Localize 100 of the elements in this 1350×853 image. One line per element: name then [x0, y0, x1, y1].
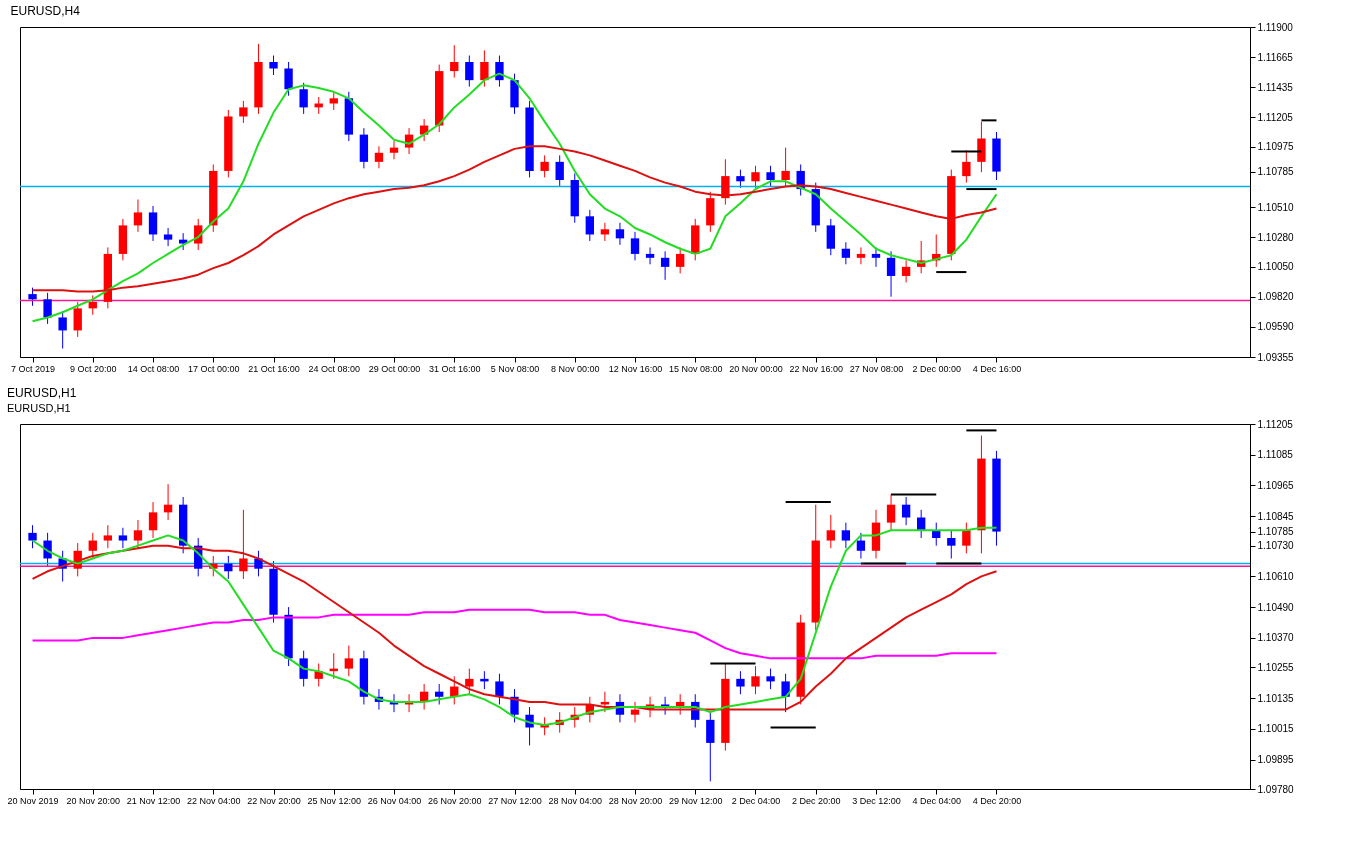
y-tick-label: 1.10370 [1257, 632, 1295, 644]
y-tick-label: 1.09355 [1257, 351, 1295, 363]
candlestick [73, 301, 82, 338]
candlestick [766, 668, 775, 690]
x-tick-label: 20 Nov 20:00 [66, 795, 121, 806]
x-tick-label: 3 Dec 12:00 [852, 795, 901, 806]
x-tick-label: 26 Nov 20:00 [427, 795, 482, 806]
candlestick [163, 227, 173, 247]
candlestick [886, 493, 896, 531]
candlestick [540, 154, 549, 178]
candlestick [917, 509, 926, 539]
candlestick [977, 121, 986, 173]
candlestick [224, 555, 233, 580]
x-tick-label: 26 Nov 04:00 [367, 795, 422, 806]
y-tick-label: 1.10965 [1257, 479, 1295, 491]
x-tick-label: 4 Dec 20:00 [972, 795, 1022, 806]
x-tick-label: 7 Oct 2019 [11, 363, 56, 374]
candlestick [43, 292, 52, 325]
y-tick-label: 1.10135 [1257, 692, 1295, 704]
x-tick-label: 14 Oct 08:00 [127, 363, 180, 374]
candlestick [555, 154, 564, 187]
y-tick-label: 1.10255 [1257, 661, 1295, 673]
x-tick-label: 25 Nov 12:00 [307, 795, 362, 806]
x-tick-label: 22 Nov 04:00 [187, 795, 241, 806]
candlestick [886, 250, 896, 298]
candlestick [751, 165, 760, 189]
candlestick [736, 169, 745, 189]
x-tick-label: 21 Nov 12:00 [126, 795, 181, 806]
candlestick [706, 711, 715, 782]
y-tick-label: 1.11205 [1257, 418, 1294, 430]
candlestick [721, 158, 730, 206]
candlestick [856, 246, 866, 265]
y-tick-label: 1.10785 [1257, 526, 1295, 538]
candlestick [284, 61, 293, 97]
candlestick [28, 287, 37, 307]
y-tick-label: 1.11205 [1257, 111, 1294, 123]
candlestick [299, 82, 308, 115]
candlestick [841, 522, 851, 549]
candlestick [465, 55, 474, 88]
candlestick [630, 701, 640, 723]
candlestick [736, 670, 745, 695]
candlestick [826, 218, 835, 256]
x-tick-label: 5 Nov 08:00 [490, 363, 540, 374]
candlestick [766, 165, 775, 187]
x-tick-label: 2 Dec 04:00 [731, 795, 781, 806]
candlestick [871, 246, 881, 268]
candlestick [841, 241, 851, 265]
y-tick-label: 1.10015 [1257, 723, 1295, 735]
chart-subtitle: EURUSD,H1 [7, 402, 71, 414]
candlestick [600, 222, 610, 242]
candlestick [826, 514, 835, 549]
candlestick [751, 665, 760, 695]
y-tick-label: 1.09895 [1257, 754, 1295, 766]
y-tick-label: 1.09820 [1257, 291, 1295, 303]
candlestick [103, 524, 113, 549]
candlestick [660, 250, 670, 281]
line-series [31, 145, 998, 293]
candlestick [901, 496, 911, 526]
candlestick [630, 231, 640, 261]
y-tick-label: 1.10490 [1257, 601, 1295, 613]
candlestick [389, 140, 399, 160]
y-tick-label: 1.11435 [1257, 81, 1294, 93]
candlestick [962, 522, 971, 554]
candlestick [374, 145, 384, 169]
line-series [31, 608, 998, 660]
x-tick-label: 29 Oct 00:00 [368, 363, 421, 374]
x-tick-label: 4 Dec 16:00 [972, 363, 1022, 374]
candlestick [645, 246, 655, 265]
candlestick [58, 310, 67, 350]
y-tick-label: 1.10610 [1257, 570, 1295, 582]
x-tick-label: 28 Nov 20:00 [608, 795, 663, 806]
y-tick-label: 1.11665 [1257, 51, 1294, 63]
candlestick [299, 650, 308, 688]
y-tick-label: 1.10730 [1257, 540, 1295, 552]
y-tick-label: 1.10050 [1257, 261, 1295, 273]
candlestick [615, 222, 625, 246]
candlestick [781, 147, 790, 187]
candlestick [947, 529, 956, 559]
x-tick-label: 28 Nov 04:00 [548, 795, 603, 806]
y-tick-label: 1.10975 [1257, 141, 1295, 153]
candlestick [344, 645, 353, 677]
candlestick [269, 55, 278, 76]
y-tick-label: 1.11900 [1257, 21, 1294, 33]
x-tick-label: 21 Oct 16:00 [248, 363, 300, 374]
x-tick-label: 12 Nov 16:00 [608, 363, 663, 374]
candlestick [239, 100, 248, 124]
candlestick [480, 49, 489, 88]
candlestick [148, 205, 158, 242]
x-tick-label: 15 Nov 08:00 [668, 363, 723, 374]
x-tick-label: 4 Dec 04:00 [912, 795, 962, 806]
y-tick-label: 1.10845 [1257, 510, 1295, 522]
candlestick [901, 259, 911, 283]
x-tick-label: 8 Nov 00:00 [550, 363, 600, 374]
candlestick [450, 44, 459, 79]
candlestick [118, 527, 128, 549]
x-tick-label: 20 Nov 2019 [7, 795, 59, 806]
x-tick-label: 2 Dec 20:00 [791, 795, 841, 806]
x-tick-label: 9 Oct 20:00 [70, 363, 117, 374]
chart-title: EURUSD,H4 [10, 4, 81, 18]
candlestick [585, 209, 594, 242]
